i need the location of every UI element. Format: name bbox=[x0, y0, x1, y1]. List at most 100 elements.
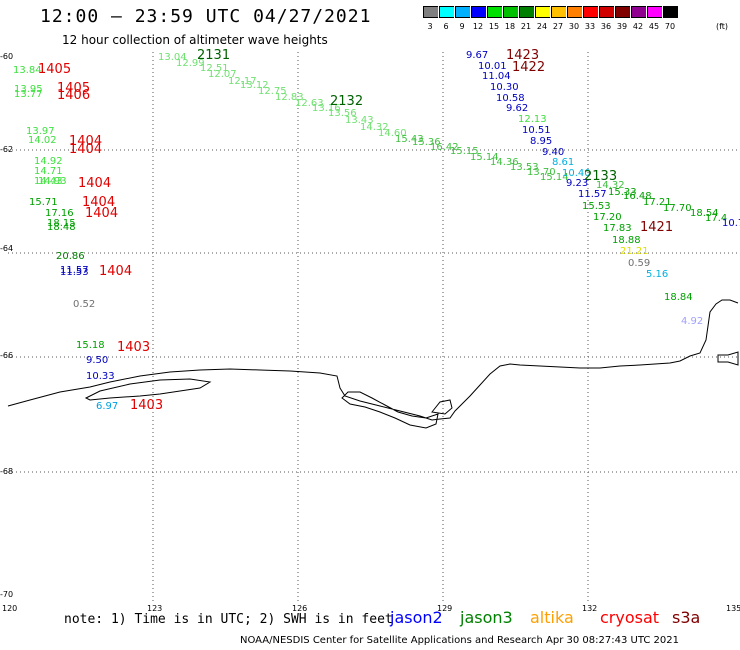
legend-label: 15 bbox=[488, 22, 500, 31]
legend-item: 12 bbox=[470, 6, 486, 31]
legend-item: 42 bbox=[630, 6, 646, 31]
legend-swatch bbox=[486, 6, 502, 18]
wave-height-value: 13.43 bbox=[345, 115, 374, 126]
legend-label: 30 bbox=[568, 22, 580, 31]
legend-swatch bbox=[438, 6, 454, 18]
wave-height-value: 20.86 bbox=[56, 251, 85, 262]
wave-height-value: 21.21 bbox=[620, 246, 649, 257]
legend-swatch bbox=[550, 6, 566, 18]
wave-height-value: 14.36 bbox=[490, 157, 519, 168]
wave-height-value: 16.42 bbox=[430, 142, 459, 153]
legend-item: 45 bbox=[646, 6, 662, 31]
pass-time-label: 1406 bbox=[57, 88, 91, 103]
legend-swatch bbox=[614, 6, 630, 18]
wave-height-value: 15.36 bbox=[412, 137, 441, 148]
wave-height-value: 10.58 bbox=[496, 93, 525, 104]
longitude-tick-label: 135 bbox=[726, 604, 740, 613]
page-subtitle: 12 hour collection of altimeter wave hei… bbox=[62, 33, 328, 47]
wave-height-value: 14.71 bbox=[34, 166, 63, 177]
legend-label: 18 bbox=[504, 22, 516, 31]
mission-label-jason3: jason3 bbox=[460, 608, 513, 627]
latitude-tick-label: -64 bbox=[0, 244, 14, 253]
wave-height-value: 6.97 bbox=[96, 401, 119, 412]
wave-height-value: 16.48 bbox=[623, 191, 652, 202]
legend-swatch bbox=[662, 6, 678, 18]
wave-height-value: 13.16 bbox=[312, 103, 341, 114]
wave-height-value: 9.50 bbox=[86, 355, 109, 366]
legend-item: 70 bbox=[662, 6, 678, 31]
legend-swatch bbox=[534, 6, 550, 18]
legend-item: 30 bbox=[566, 6, 582, 31]
pass-time-label: 1403 bbox=[117, 340, 151, 355]
pass-time-label: 2133 bbox=[584, 169, 618, 184]
wave-height-value: 9.40 bbox=[542, 147, 565, 158]
wave-height-value: 11.53 bbox=[60, 267, 89, 278]
legend-swatch bbox=[630, 6, 646, 18]
wave-height-value: 15.14 bbox=[540, 172, 569, 183]
legend-swatch bbox=[582, 6, 598, 18]
pass-time-label: 1422 bbox=[512, 60, 546, 75]
mission-label-cryosat: cryosat bbox=[600, 608, 660, 627]
wave-height-value: 12.13 bbox=[518, 114, 547, 125]
wave-height-value: 4.92 bbox=[681, 316, 704, 327]
antarctic-coastline bbox=[7, 299, 739, 429]
latitude-tick-label: -68 bbox=[0, 467, 14, 476]
legend-label: 36 bbox=[600, 22, 612, 31]
legend-label: 39 bbox=[616, 22, 628, 31]
wave-height-value: 14.32 bbox=[360, 122, 389, 133]
wave-height-value: 12.99 bbox=[176, 58, 205, 69]
legend-label: 6 bbox=[443, 22, 449, 31]
legend-swatch bbox=[646, 6, 662, 18]
pass-time-label: 1405 bbox=[57, 81, 91, 96]
pass-time-label: 1404 bbox=[99, 264, 133, 279]
legend-swatch bbox=[422, 6, 438, 18]
wave-height-value: 0.59 bbox=[628, 258, 651, 269]
pass-time-label: 2132 bbox=[330, 94, 364, 109]
longitude-tick-label: 129 bbox=[437, 604, 453, 613]
pass-time-label: 1421 bbox=[640, 220, 674, 235]
legend-item: 33 bbox=[582, 6, 598, 31]
credit-line: NOAA/NESDIS Center for Satellite Applica… bbox=[240, 635, 679, 646]
wave-height-value: 15.14 bbox=[470, 152, 499, 163]
wave-height-value: 10.40 bbox=[562, 168, 591, 179]
legend-swatch bbox=[566, 6, 582, 18]
wave-height-value: 15.18 bbox=[76, 340, 105, 351]
legend-swatch bbox=[454, 6, 470, 18]
wave-height-value: 13.95 bbox=[14, 84, 43, 95]
wave-height-value: 14.60 bbox=[378, 128, 407, 139]
wave-height-value: 14.93 bbox=[38, 176, 67, 187]
wave-height-value: 18.48 bbox=[47, 222, 76, 233]
legend-label: 9 bbox=[459, 22, 465, 31]
legend-item: 21 bbox=[518, 6, 534, 31]
color-legend: 3 6 9 12 15 18 21 24 27 30 33 36 39 42 45 70 bbox=[422, 6, 678, 31]
legend-item: 3 bbox=[422, 6, 438, 31]
wave-height-value: 18.15 bbox=[47, 218, 76, 229]
pass-time-label: 1404 bbox=[69, 134, 103, 149]
pass-time-label: 1404 bbox=[85, 206, 119, 221]
legend-item: 27 bbox=[550, 6, 566, 31]
wave-height-value: 12.63 bbox=[295, 98, 324, 109]
legend-label: 70 bbox=[664, 22, 676, 31]
wave-height-value: 13.70 bbox=[527, 167, 556, 178]
mission-label-jason2: jason2 bbox=[390, 608, 443, 627]
wave-height-value: 17.70 bbox=[663, 203, 692, 214]
mission-label-s3a: s3a bbox=[672, 608, 701, 627]
wave-height-value: 9.67 bbox=[466, 50, 489, 61]
legend-label: 45 bbox=[648, 22, 660, 31]
wave-height-value: 17.4 bbox=[705, 213, 728, 224]
latitude-tick-label: -62 bbox=[0, 145, 14, 154]
legend-item: 36 bbox=[598, 6, 614, 31]
pass-time-label: 1405 bbox=[38, 62, 72, 77]
wave-height-value: 11.57 bbox=[60, 265, 89, 276]
wave-height-value: 15.53 bbox=[582, 201, 611, 212]
wave-height-value: 11.57 bbox=[578, 189, 607, 200]
legend-label: 12 bbox=[472, 22, 484, 31]
legend-swatch bbox=[470, 6, 486, 18]
wave-height-value: 10.01 bbox=[478, 61, 507, 72]
wave-height-value: 14.92 bbox=[34, 156, 63, 167]
wave-height-value: 10.51 bbox=[522, 125, 551, 136]
wave-height-value: 13.04 bbox=[158, 52, 187, 63]
wave-height-value: 8.95 bbox=[530, 136, 553, 147]
wave-height-value: 13.53 bbox=[510, 162, 539, 173]
